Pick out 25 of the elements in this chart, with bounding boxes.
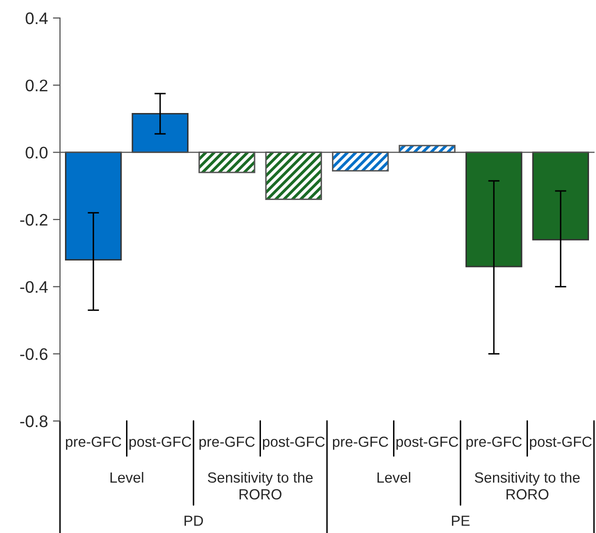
bar <box>532 152 590 240</box>
text: Level <box>110 472 144 483</box>
text: PD <box>184 516 203 526</box>
y-tick-label: -0.4 <box>20 281 48 293</box>
bar <box>465 152 522 268</box>
x-tick-label: pre-GFC <box>66 436 122 450</box>
text: Sensitivity to the RORO <box>474 472 580 500</box>
text: Sensitivity to the RORO <box>208 472 313 500</box>
y-tick-label: 0.0 <box>26 146 48 159</box>
text: Level <box>378 472 410 483</box>
x-tick-label: post-GFC <box>262 436 325 450</box>
y-tick-label: 0.2 <box>26 80 48 92</box>
x-tick-label: post-GFC <box>129 436 192 450</box>
x-tick-label: post-GFC <box>396 436 458 450</box>
y-tick-label: 0.4 <box>26 12 48 24</box>
y-tick-label: -0.2 <box>20 214 48 226</box>
text: PE <box>452 516 470 526</box>
bar <box>64 152 122 260</box>
y-tick-label: -0.8 <box>20 415 48 428</box>
x-tick-label: pre-GFC <box>466 436 522 450</box>
x-tick-label: pre-GFC <box>332 436 388 450</box>
x-tick-label: pre-GFC <box>199 436 255 450</box>
y-tick-label: -0.6 <box>20 348 48 360</box>
bar <box>132 113 189 154</box>
x-tick-label: post-GFC <box>530 436 592 450</box>
